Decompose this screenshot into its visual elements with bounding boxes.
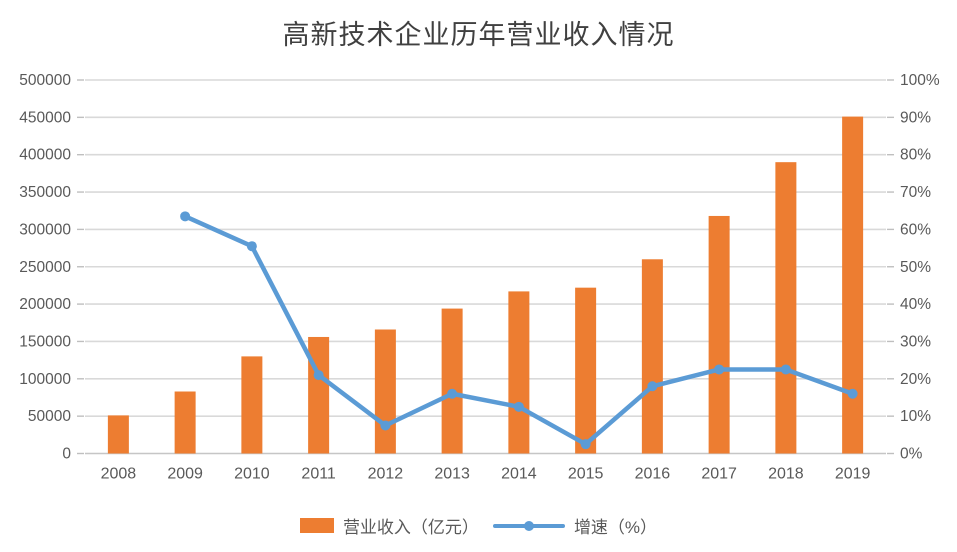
y-left-tick-label: 300000 [19,221,71,238]
y-right-tick-label: 0% [900,446,923,463]
x-axis-label-2011: 2011 [301,466,336,483]
bar-2018 [775,162,797,454]
x-axis-label-2014: 2014 [501,466,537,483]
growth-point-2014 [513,401,524,412]
growth-line-swatch-icon [492,520,565,532]
y-left-tick-label: 500000 [19,72,71,89]
y-left-tick-label: 450000 [19,109,71,126]
y-left-tick-label: 0 [62,446,71,463]
growth-point-2018 [780,364,791,375]
bar-2019 [842,116,864,454]
bar-2009 [174,391,196,454]
growth-point-2010 [246,241,257,252]
bar-2010 [241,356,263,454]
growth-point-2009 [180,211,191,222]
legend-label-revenue: 营业收入（亿元） [342,518,479,537]
y-left-tick-label: 350000 [19,184,71,201]
bar-2013 [441,308,463,454]
growth-point-2019 [847,388,858,399]
x-axis-label-2008: 2008 [101,466,137,483]
growth-point-2016 [647,381,658,392]
y-right-tick-label: 60% [900,221,931,238]
growth-point-2017 [714,364,725,375]
x-axis-label-2015: 2015 [568,466,604,483]
bar-2011 [308,336,330,454]
bar-2017 [708,215,730,454]
bar-2008 [107,415,129,454]
bar-2014 [508,291,530,454]
chart-title: 高新技术企业历年营业收入情况 [282,20,675,50]
x-axis-label-2018: 2018 [768,466,804,483]
y-right-tick-label: 100% [900,72,940,89]
growth-point-2015 [580,439,591,450]
y-right-tick-label: 70% [900,184,931,201]
x-axis-label-2017: 2017 [701,466,737,483]
revenue-bar-swatch-icon [299,518,334,533]
y-left-tick-label: 100000 [19,371,71,388]
y-right-tick-label: 80% [900,147,931,164]
y-right-tick-label: 40% [900,296,931,313]
legend-item-revenue: 营业收入（亿元） [299,513,479,538]
growth-point-2011 [313,370,324,381]
y-right-tick-label: 90% [900,109,931,126]
y-left-tick-label: 400000 [19,147,71,164]
x-axis-label-2009: 2009 [167,466,203,483]
x-axis-label-2010: 2010 [234,466,270,483]
bar-2015 [575,287,597,454]
legend-item-growth: 增速（%） [492,513,658,538]
y-right-tick-label: 10% [900,408,931,425]
x-axis-label-2013: 2013 [434,466,470,483]
legend: 营业收入（亿元） 增速（%） [0,513,957,538]
y-left-tick-label: 50000 [28,408,71,425]
x-axis-label-2012: 2012 [368,466,404,483]
y-left-tick-label: 250000 [19,259,71,276]
y-left-tick-label: 150000 [19,333,71,350]
y-left-tick-label: 200000 [19,296,71,313]
growth-point-2012 [380,420,391,431]
bar-2016 [641,259,663,454]
legend-label-growth: 增速（%） [573,518,658,537]
x-axis-label-2016: 2016 [635,466,671,483]
y-right-tick-label: 20% [900,371,931,388]
x-axis-label-2019: 2019 [835,466,871,483]
growth-point-2013 [447,388,458,399]
bar-2012 [374,329,396,454]
y-right-tick-label: 30% [900,333,931,350]
y-right-tick-label: 50% [900,259,931,276]
